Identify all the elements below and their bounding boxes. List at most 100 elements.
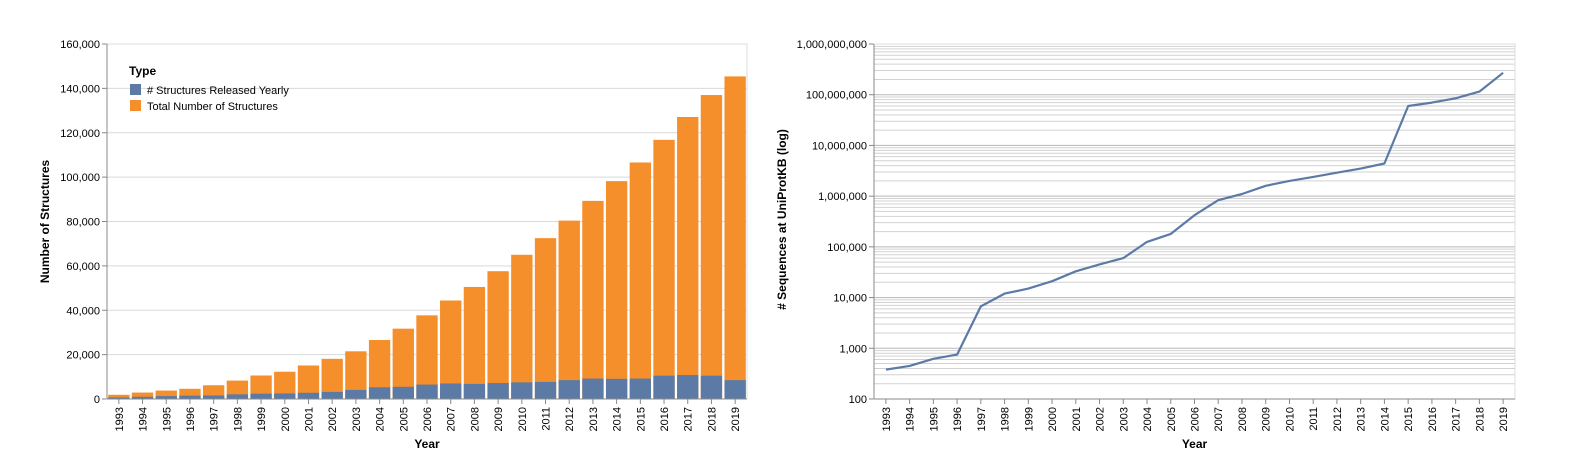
y-axis-title: # Sequences at UniProtKB (log) xyxy=(775,129,789,310)
x-tick-label: 2018 xyxy=(1474,407,1486,431)
x-tick-label: 1999 xyxy=(256,407,268,431)
bar-yearly xyxy=(511,382,533,399)
y-tick-label: 140,000 xyxy=(60,83,100,95)
x-tick-label: 1997 xyxy=(209,407,221,431)
bar-total xyxy=(440,300,462,399)
bar-total xyxy=(605,181,628,399)
bar-yearly xyxy=(558,380,580,399)
x-tick-label: 2010 xyxy=(517,407,529,431)
bar-yearly xyxy=(487,383,509,399)
bar-total xyxy=(511,254,533,399)
bar-total xyxy=(700,95,723,399)
bar-yearly xyxy=(203,395,225,399)
bar-total xyxy=(368,339,391,399)
bar-total xyxy=(131,392,154,399)
bar-total xyxy=(155,390,177,399)
y-tick-label: 80,000 xyxy=(66,217,100,229)
x-tick-label: 2011 xyxy=(1308,407,1320,431)
bar-total xyxy=(345,351,367,399)
bar-yearly xyxy=(700,375,723,399)
x-axis-title: Year xyxy=(414,437,440,451)
bar-yearly xyxy=(131,396,154,399)
bar-yearly xyxy=(724,380,746,399)
y-tick-label: 100,000 xyxy=(60,172,100,184)
legend-title: Type xyxy=(129,64,156,78)
legend-swatch-yearly xyxy=(130,84,141,95)
bar-total xyxy=(463,286,486,399)
y-tick-label: 160,000 xyxy=(60,39,100,51)
x-tick-label: 1994 xyxy=(905,407,917,431)
x-tick-label: 2014 xyxy=(1379,407,1391,431)
bar-total xyxy=(677,116,699,399)
x-tick-label: 2019 xyxy=(730,407,742,431)
x-tick-label: 2001 xyxy=(1071,407,1083,431)
x-tick-label: 1995 xyxy=(161,407,173,431)
bar-yearly xyxy=(274,393,296,399)
x-tick-label: 2012 xyxy=(1332,407,1344,431)
x-tick-label: 1999 xyxy=(1023,407,1035,431)
x-tick-label: 2017 xyxy=(683,407,695,431)
x-tick-label: 2015 xyxy=(1403,407,1415,431)
x-tick-label: 2015 xyxy=(635,407,647,431)
bar-total xyxy=(487,271,509,399)
y-tick-label: 1,000,000,000 xyxy=(797,39,867,51)
y-tick-label: 100 xyxy=(849,394,867,406)
legend-label-yearly: # Structures Released Yearly xyxy=(147,85,289,97)
x-tick-label: 2013 xyxy=(588,407,600,431)
x-tick-label: 1998 xyxy=(1000,407,1012,431)
bar-total xyxy=(724,76,746,400)
bar-yearly xyxy=(250,393,272,399)
bar-yearly xyxy=(321,391,343,399)
y-tick-label: 100,000,000 xyxy=(806,90,867,102)
x-tick-label: 2009 xyxy=(493,407,505,431)
sequences-line-chart: 100 1,000 10,000 100,000 1,000,000 10,000,000… xyxy=(775,39,1516,451)
x-tick-label: 2008 xyxy=(1237,407,1249,431)
bar-total xyxy=(416,315,438,399)
bar-yearly xyxy=(582,378,604,399)
x-tick-label: 2005 xyxy=(1166,407,1178,431)
x-tick-label: 2012 xyxy=(564,407,576,431)
legend-swatch-total xyxy=(130,100,141,111)
x-tick-label: 1994 xyxy=(138,407,150,431)
bar-total xyxy=(179,388,201,399)
bar-yearly xyxy=(416,384,438,399)
x-tick-label: 2001 xyxy=(303,407,315,431)
bar-yearly xyxy=(653,375,675,399)
x-tick-label: 2002 xyxy=(327,407,339,431)
x-tick-label: 2016 xyxy=(1427,407,1439,431)
x-tick-label: 2003 xyxy=(351,407,363,431)
bar-yearly xyxy=(605,378,628,399)
bar-total xyxy=(534,238,557,399)
y-tick-label: 10,000 xyxy=(833,293,867,305)
y-tick-label: 10,000,000 xyxy=(812,140,867,152)
x-tick-label: 2010 xyxy=(1284,407,1296,431)
bar-yearly xyxy=(226,394,249,399)
bar-yearly xyxy=(345,389,367,399)
bar-total xyxy=(392,328,414,399)
legend-label-total: Total Number of Structures xyxy=(147,101,278,113)
x-tick-label: 2011 xyxy=(541,407,553,431)
bar-total xyxy=(250,375,272,399)
y-tick-label: 120,000 xyxy=(60,128,100,140)
x-tick-label: 2006 xyxy=(422,407,434,431)
x-tick-label: 1996 xyxy=(952,407,964,431)
y-tick-label: 1,000 xyxy=(839,343,867,355)
y-tick-label: 0 xyxy=(94,394,100,406)
bar-yearly xyxy=(629,378,651,399)
x-tick-label: 2019 xyxy=(1498,407,1510,431)
bar-total xyxy=(653,139,675,399)
x-tick-label: 1995 xyxy=(928,407,940,431)
bar-yearly xyxy=(677,375,699,399)
bar-yearly xyxy=(534,381,557,399)
x-tick-label: 2013 xyxy=(1356,407,1368,431)
bar-total xyxy=(274,371,296,399)
x-tick-label: 1998 xyxy=(232,407,244,431)
x-tick-label: 2006 xyxy=(1190,407,1202,431)
x-axis-title: Year xyxy=(1182,437,1208,451)
x-tick-label: 2005 xyxy=(398,407,410,431)
x-tick-label: 2018 xyxy=(706,407,718,431)
bar-total xyxy=(629,162,651,399)
sequences-line xyxy=(885,71,1504,371)
x-tick-label: 1993 xyxy=(114,407,126,431)
